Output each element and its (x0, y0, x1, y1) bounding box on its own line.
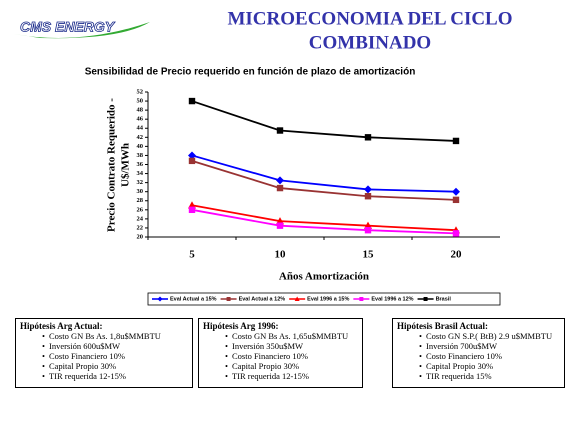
marker (452, 196, 460, 204)
series-line (191, 208, 457, 235)
marker (226, 297, 231, 301)
note-item: Inversión 700u$MW (419, 341, 560, 351)
legend (147, 292, 501, 306)
note-title: Hipótesis Brasil Actual: (397, 321, 489, 331)
y-tick-label: 32 (137, 179, 144, 186)
legend-label: Eval Actual a 12% (239, 296, 286, 302)
legend-label: Eval 1996 a 15% (307, 296, 349, 302)
marker (423, 297, 428, 301)
chart-title: Sensibilidad de Precio requerido en func… (85, 67, 416, 78)
series-line (191, 160, 457, 201)
y-tick-label: 26 (137, 206, 144, 213)
marker (157, 296, 163, 302)
logo: CMS ENERGY (20, 19, 116, 35)
note-box: Hipótesis Arg 1996:Costo GN Bs As. 1,65u… (198, 318, 363, 388)
y-tick-label: 22 (137, 224, 144, 231)
x-axis-label: Años Amortización (279, 271, 369, 283)
logo-swoosh (14, 22, 150, 39)
marker (452, 230, 460, 237)
note-item: TIR requerida 15% (419, 371, 560, 381)
legend-label: Brasil (436, 296, 452, 302)
y-tick-label: 50 (137, 98, 144, 105)
marker (294, 296, 300, 301)
note-box: Hipótesis Arg Actual:Costo GN Bs As. 1,8… (15, 318, 193, 388)
x-tick-label: 15 (363, 249, 375, 261)
y-tick-label: 38 (137, 152, 144, 159)
note-list: Costo GN Bs As. 1,65u$MMBTUInversión 350… (203, 331, 358, 381)
marker (364, 193, 372, 200)
note-item: Inversión 350u$MW (225, 341, 358, 351)
y-tick-label: 44 (137, 125, 144, 132)
note-item: TIR requerida 12-15% (42, 371, 188, 381)
y-axis-label: Precio Contrato Requerido - (106, 98, 118, 232)
marker (364, 185, 372, 194)
y-tick-label: 46 (137, 116, 144, 123)
marker (276, 127, 284, 134)
y-tick-label: 48 (137, 107, 144, 114)
series-line (191, 154, 457, 193)
marker (188, 151, 196, 160)
legend-label: Eval Actual a 15% (170, 296, 217, 302)
y-tick-label: 36 (137, 161, 144, 168)
marker (188, 97, 196, 105)
y-tick-label: 40 (137, 143, 144, 150)
marker (452, 187, 460, 196)
note-item: Capital Propio 30% (419, 361, 560, 371)
x-tick-label: 20 (451, 249, 463, 261)
x-tick-label: 5 (189, 249, 195, 261)
marker (276, 184, 284, 192)
note-item: Costo Financiero 10% (419, 351, 560, 361)
note-title: Hipótesis Arg 1996: (203, 321, 279, 331)
note-item: Capital Propio 30% (42, 361, 188, 371)
y-tick-label: 20 (137, 233, 144, 240)
y-tick-label: 34 (137, 170, 144, 177)
marker (359, 297, 364, 301)
note-item: Capital Propio 30% (225, 361, 358, 371)
note-item: Costo GN Bs As. 1,8u$MMBTU (42, 331, 188, 341)
y-tick-label: 24 (137, 215, 144, 222)
legend-label: Eval 1996 a 12% (371, 296, 413, 302)
y-tick-label: 30 (137, 188, 144, 195)
marker (188, 206, 196, 214)
slide-title: MICROECONOMIA DEL CICLO (227, 8, 512, 29)
note-box: Hipótesis Brasil Actual:Costo GN S.P.( B… (392, 318, 565, 388)
note-item: Costo GN S.P.( BtB) 2.9 u$MMBTU (419, 331, 560, 341)
note-item: Costo Financiero 10% (42, 351, 188, 361)
note-item: Costo Financiero 10% (225, 351, 358, 361)
note-item: TIR requerida 12-15% (225, 371, 358, 381)
marker (452, 137, 460, 145)
series-line (191, 204, 457, 232)
x-tick-label: 10 (275, 249, 287, 261)
note-title: Hipótesis Arg Actual: (20, 321, 103, 331)
note-item: Inversión 600u$MW (42, 341, 188, 351)
y-tick-label: 28 (137, 197, 144, 204)
note-item: Costo GN Bs As. 1,65u$MMBTU (225, 331, 358, 341)
marker (188, 157, 196, 165)
marker (276, 222, 284, 229)
note-list: Costo GN S.P.( BtB) 2.9 u$MMBTUInversión… (397, 331, 560, 381)
note-list: Costo GN Bs As. 1,8u$MMBTUInversión 600u… (20, 331, 188, 381)
series-line (191, 100, 457, 142)
y-tick-label: 52 (137, 88, 144, 95)
marker (364, 134, 372, 141)
marker (276, 176, 284, 185)
marker (364, 227, 372, 234)
y-tick-label: 42 (137, 134, 144, 141)
slide-title: COMBINADO (309, 32, 431, 53)
y-axis-label: U$/MWh (120, 143, 132, 187)
